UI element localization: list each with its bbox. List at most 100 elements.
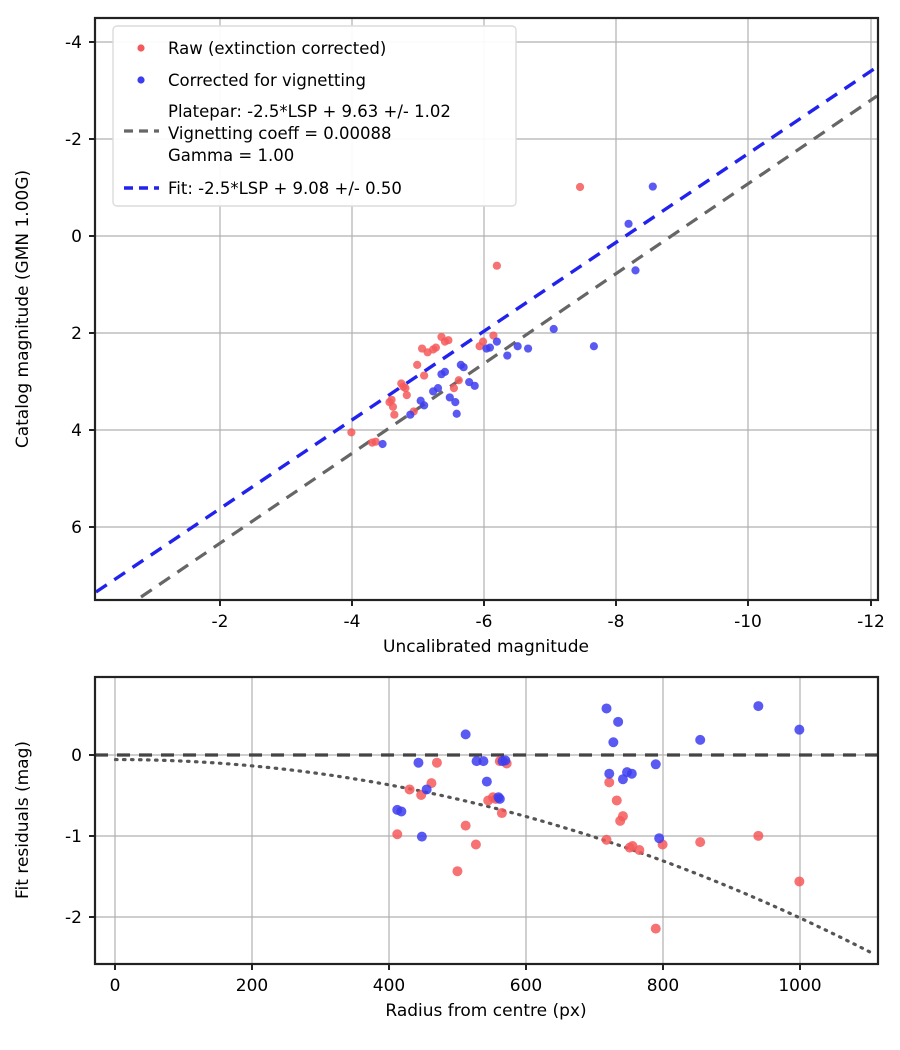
scatter-point bbox=[500, 755, 510, 765]
scatter-point bbox=[493, 262, 501, 270]
scatter-point bbox=[461, 821, 471, 831]
scatter-point bbox=[604, 769, 614, 779]
top-panel-ylabel: Catalog magnitude (GMN 1.00G) bbox=[13, 170, 33, 448]
scatter-point bbox=[434, 384, 442, 392]
scatter-point bbox=[413, 361, 421, 369]
scatter-point bbox=[420, 401, 428, 409]
top-panel-xtick-labels: -2 -4 -6 -8 -10 -12 bbox=[212, 612, 885, 632]
scatter-point bbox=[493, 337, 501, 345]
scatter-point bbox=[753, 701, 763, 711]
ytick-label: 4 bbox=[71, 421, 82, 441]
scatter-point bbox=[497, 808, 507, 818]
scatter-point bbox=[347, 428, 355, 436]
legend-label-platepar-line2: Vignetting coeff = 0.00088 bbox=[168, 124, 392, 143]
scatter-point bbox=[613, 717, 623, 727]
xtick-label: -8 bbox=[608, 612, 625, 632]
bottom-panel: 0 200 400 600 800 1000 0 -1 -2 Radius fr… bbox=[13, 677, 878, 1021]
bottom-panel-xtick-labels: 0 200 400 600 800 1000 bbox=[110, 976, 822, 996]
scatter-point bbox=[392, 829, 402, 839]
ytick-label: 0 bbox=[71, 746, 82, 766]
bottom-panel-background bbox=[95, 677, 878, 964]
scatter-point bbox=[651, 924, 661, 934]
scatter-point bbox=[471, 382, 479, 390]
scatter-point bbox=[651, 759, 661, 769]
scatter-point bbox=[413, 758, 423, 768]
scatter-point bbox=[495, 794, 505, 804]
scatter-point bbox=[618, 811, 628, 821]
scatter-point bbox=[432, 758, 442, 768]
scatter-point bbox=[624, 220, 632, 228]
xtick-label: 800 bbox=[647, 976, 679, 996]
ytick-label: -4 bbox=[65, 33, 82, 53]
scatter-point bbox=[590, 342, 598, 350]
scatter-point bbox=[406, 411, 414, 419]
scatter-point bbox=[695, 837, 705, 847]
legend-label-raw: Raw (extinction corrected) bbox=[168, 39, 386, 58]
scatter-point bbox=[602, 835, 612, 845]
scatter-point bbox=[450, 384, 458, 392]
scatter-point bbox=[441, 368, 449, 376]
scatter-point bbox=[422, 784, 432, 794]
scatter-point bbox=[550, 325, 558, 333]
scatter-point bbox=[608, 737, 618, 747]
scatter-point bbox=[794, 725, 804, 735]
scatter-point bbox=[486, 344, 494, 352]
ytick-label: -2 bbox=[65, 130, 82, 150]
scatter-point bbox=[390, 411, 398, 419]
legend[interactable]: Raw (extinction corrected) Corrected for… bbox=[113, 26, 516, 206]
xtick-label: -2 bbox=[212, 612, 229, 632]
legend-marker-raw-dot-icon bbox=[137, 44, 144, 51]
scatter-point bbox=[461, 729, 471, 739]
scatter-point bbox=[602, 703, 612, 713]
scatter-point bbox=[471, 839, 481, 849]
xtick-label: -12 bbox=[857, 612, 885, 632]
top-panel: -2 -4 -6 -8 -10 -12 -4 -2 0 2 bbox=[13, 18, 885, 657]
xtick-label: 600 bbox=[510, 976, 542, 996]
legend-label-fit: Fit: -2.5*LSP + 9.08 +/- 0.50 bbox=[168, 179, 402, 198]
scatter-point bbox=[444, 336, 452, 344]
scatter-point bbox=[654, 833, 664, 843]
scatter-point bbox=[514, 342, 522, 350]
scatter-point bbox=[432, 344, 440, 352]
matplotlib-figure: -2 -4 -6 -8 -10 -12 -4 -2 0 2 bbox=[0, 0, 900, 1050]
scatter-point bbox=[649, 182, 657, 190]
scatter-point bbox=[378, 440, 386, 448]
scatter-point bbox=[612, 795, 622, 805]
scatter-point bbox=[405, 784, 415, 794]
scatter-point bbox=[403, 391, 411, 399]
xtick-label: -6 bbox=[476, 612, 493, 632]
scatter-point bbox=[455, 376, 463, 384]
scatter-point bbox=[389, 403, 397, 411]
ytick-label: -1 bbox=[65, 827, 82, 847]
ytick-label: 2 bbox=[71, 324, 82, 344]
scatter-point bbox=[460, 363, 468, 371]
scatter-point bbox=[482, 777, 492, 787]
scatter-point bbox=[604, 777, 614, 787]
scatter-point bbox=[627, 769, 637, 779]
bottom-panel-ytick-labels: 0 -1 -2 bbox=[65, 746, 82, 928]
xtick-label: 400 bbox=[373, 976, 405, 996]
scatter-point bbox=[634, 845, 644, 855]
xtick-label: 1000 bbox=[778, 976, 821, 996]
legend-label-corrected: Corrected for vignetting bbox=[168, 71, 366, 90]
scatter-point bbox=[401, 384, 409, 392]
top-panel-xlabel: Uncalibrated magnitude bbox=[383, 637, 589, 657]
bottom-panel-xlabel: Radius from centre (px) bbox=[385, 1001, 586, 1021]
ytick-label: -2 bbox=[65, 908, 82, 928]
scatter-point bbox=[576, 183, 584, 191]
legend-label-platepar-line3: Gamma = 1.00 bbox=[168, 146, 294, 165]
scatter-point bbox=[452, 866, 462, 876]
ytick-label: 0 bbox=[71, 227, 82, 247]
figure-canvas: -2 -4 -6 -8 -10 -12 -4 -2 0 2 bbox=[0, 0, 900, 1050]
scatter-point bbox=[695, 735, 705, 745]
legend-marker-corrected-dot-icon bbox=[137, 76, 144, 83]
ytick-label: 6 bbox=[71, 518, 82, 538]
scatter-point bbox=[387, 396, 395, 404]
scatter-point bbox=[794, 876, 804, 886]
xtick-label: -4 bbox=[344, 612, 361, 632]
top-panel-ytick-labels: -4 -2 0 2 4 6 bbox=[65, 33, 82, 538]
xtick-label: 200 bbox=[236, 976, 268, 996]
bottom-panel-ylabel: Fit residuals (mag) bbox=[13, 741, 33, 899]
scatter-point bbox=[524, 344, 532, 352]
scatter-point bbox=[453, 410, 461, 418]
